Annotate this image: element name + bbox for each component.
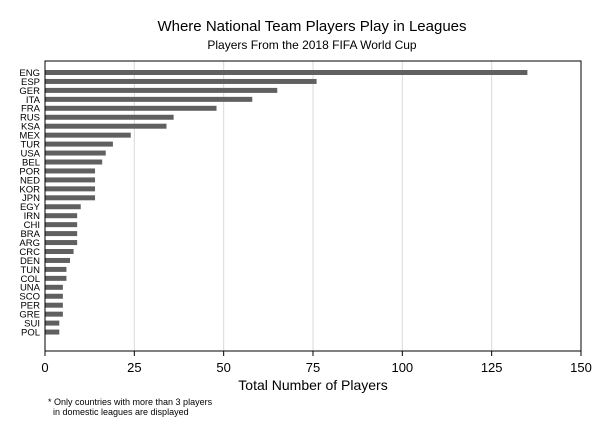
- bar-egy: [45, 204, 81, 210]
- category-label-den: DEN: [20, 256, 40, 267]
- x-tick-label-25: 25: [127, 360, 141, 375]
- category-label-irn: IRN: [24, 211, 41, 222]
- bar-arg: [45, 240, 78, 246]
- category-label-jpn: JPN: [22, 193, 40, 204]
- bar-tur: [45, 141, 113, 147]
- x-tick-label-0: 0: [41, 360, 48, 375]
- bar-per: [45, 302, 63, 308]
- category-label-rus: RUS: [20, 113, 40, 124]
- bar-jpn: [45, 195, 96, 201]
- category-label-arg: ARG: [19, 238, 40, 249]
- bar-bra: [45, 231, 78, 237]
- bar-chi: [45, 222, 78, 228]
- bar-pol: [45, 329, 60, 335]
- bar-rus: [45, 114, 174, 120]
- bar-gre: [45, 311, 63, 317]
- category-label-crc: CRC: [19, 247, 40, 258]
- category-label-mex: MEX: [19, 131, 40, 142]
- category-label-tur: TUR: [20, 140, 40, 151]
- grid-lines: [133, 61, 493, 351]
- bar-por: [45, 168, 96, 174]
- bar-usa: [45, 150, 106, 156]
- x-tick-label-100: 100: [391, 360, 413, 375]
- bar-ger: [45, 87, 278, 93]
- category-label-una: UNA: [20, 283, 41, 294]
- category-label-bel: BEL: [22, 157, 40, 168]
- bars: [45, 70, 528, 335]
- category-label-eng: ENG: [19, 68, 40, 79]
- category-label-ksa: KSA: [21, 122, 41, 133]
- category-label-esp: ESP: [21, 77, 40, 88]
- chart-subtitle: Players From the 2018 FIFA World Cup: [207, 38, 417, 52]
- bar-irn: [45, 213, 78, 219]
- category-label-egy: EGY: [20, 202, 41, 213]
- bar-tun: [45, 266, 67, 272]
- bar-una: [45, 284, 63, 290]
- bar-ned: [45, 177, 96, 183]
- category-label-usa: USA: [20, 148, 40, 159]
- category-label-sco: SCO: [19, 292, 40, 303]
- category-label-ned: NED: [20, 175, 40, 186]
- category-label-gre: GRE: [19, 310, 40, 321]
- bar-sui: [45, 320, 60, 326]
- bar-ita: [45, 96, 253, 102]
- bar-eng: [45, 70, 528, 75]
- bar-ksa: [45, 123, 167, 129]
- bar-fra: [45, 105, 217, 111]
- category-label-chi: CHI: [24, 220, 40, 231]
- category-label-por: POR: [19, 166, 40, 177]
- bar-den: [45, 257, 71, 263]
- category-label-ita: ITA: [26, 95, 41, 106]
- category-label-sui: SUI: [24, 319, 40, 330]
- bar-bel: [45, 159, 103, 165]
- category-label-pol: POL: [21, 327, 40, 338]
- x-tick-label-50: 50: [216, 360, 230, 375]
- category-label-per: PER: [20, 301, 40, 312]
- bar-crc: [45, 249, 74, 254]
- bar-col: [45, 275, 67, 281]
- x-axis-ticks: 0 25 50 75 100 125 150: [41, 351, 592, 375]
- category-label-ger: GER: [19, 86, 40, 97]
- category-label-tun: TUN: [20, 265, 40, 276]
- category-labels: ENGESPGERITAFRARUSKSAMEXTURUSABELPORNEDK…: [19, 68, 40, 339]
- category-label-col: COL: [20, 274, 40, 285]
- category-label-kor: KOR: [19, 184, 40, 195]
- category-label-bra: BRA: [20, 229, 40, 240]
- bar-sco: [45, 293, 63, 299]
- bar-mex: [45, 132, 131, 138]
- bar-kor: [45, 186, 96, 192]
- chart-title: Where National Team Players Play in Leag…: [157, 18, 466, 35]
- footnote-line-2: in domestic leagues are displayed: [53, 407, 189, 417]
- x-tick-label-150: 150: [570, 360, 592, 375]
- footnote-line-1: * Only countries with more than 3 player…: [48, 397, 213, 407]
- x-tick-label-75: 75: [306, 360, 320, 375]
- x-tick-label-125: 125: [481, 360, 503, 375]
- bar-esp: [45, 78, 317, 84]
- category-label-fra: FRA: [21, 104, 41, 115]
- x-axis-label: Total Number of Players: [238, 377, 387, 393]
